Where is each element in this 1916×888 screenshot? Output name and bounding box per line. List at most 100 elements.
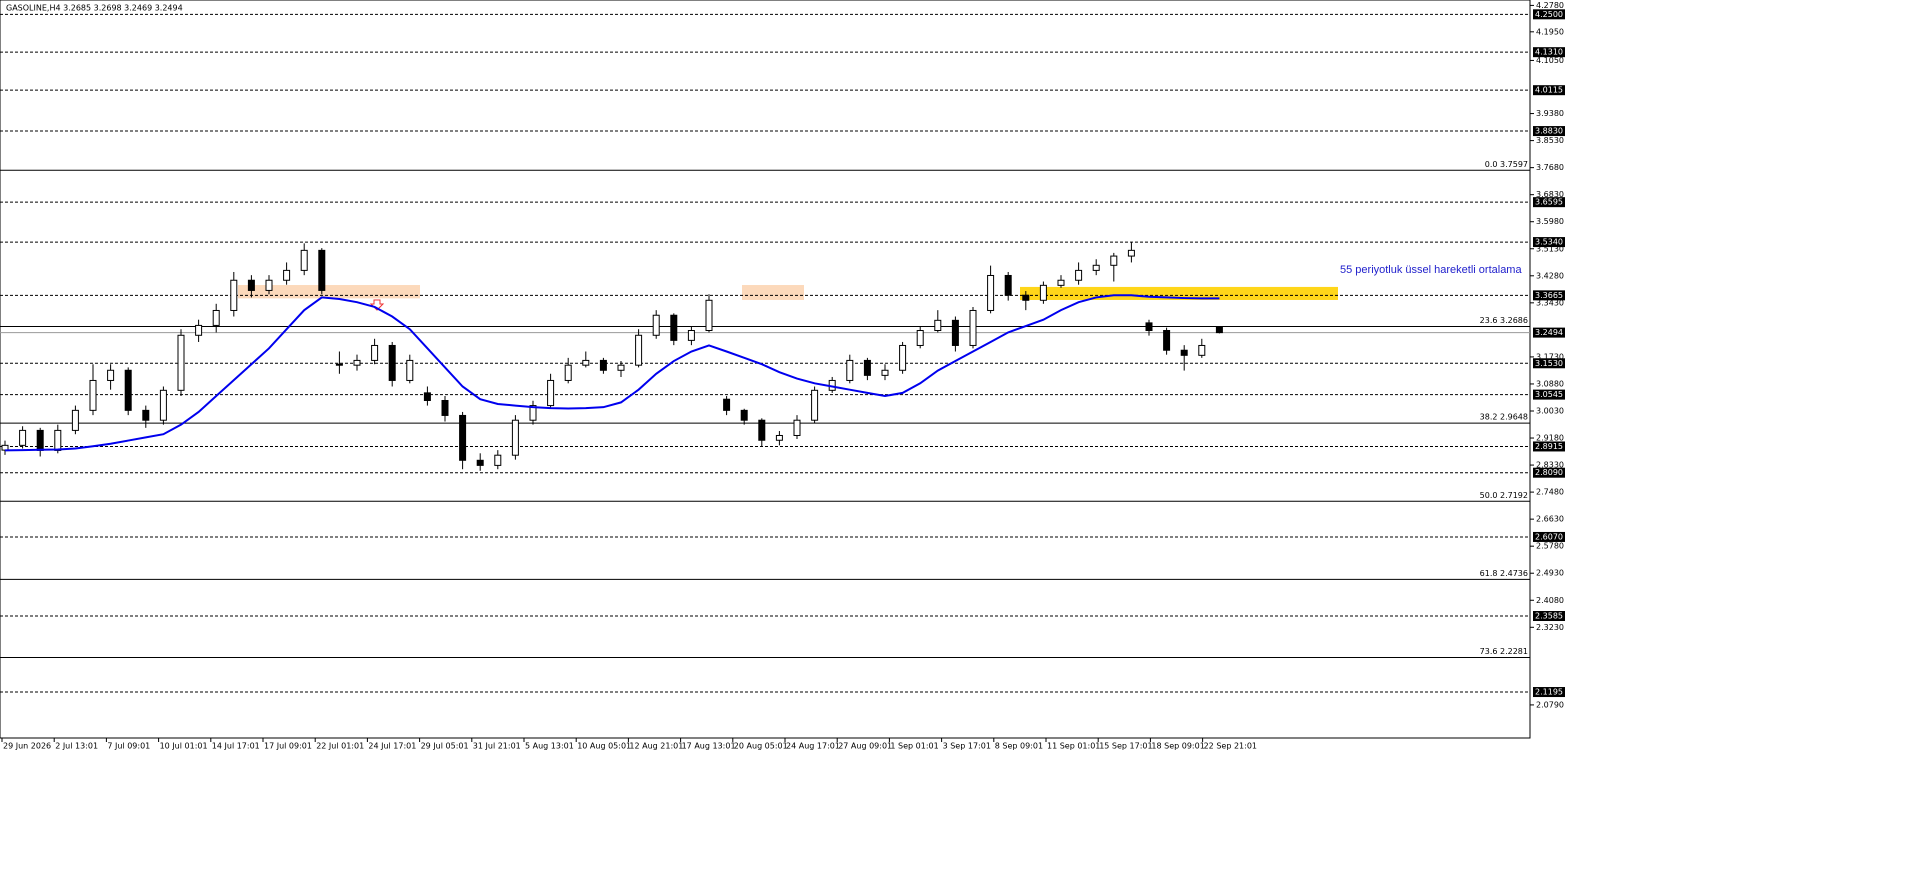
- candle-body: [230, 279, 238, 311]
- level-box: [1533, 9, 1565, 20]
- candle-body: [1039, 284, 1047, 301]
- y-tick-label: 3.4280: [1536, 271, 1564, 280]
- candle-body: [212, 309, 220, 326]
- x-tick-label: 3 Sep 17:01: [943, 742, 991, 751]
- ema-line: [4, 294, 1220, 452]
- x-tick-label: 8 Sep 09:01: [995, 742, 1043, 751]
- candle-body: [705, 299, 713, 332]
- x-tick-label: 7 Jul 09:01: [107, 742, 150, 751]
- level-box: [1533, 611, 1565, 622]
- candle-body: [476, 459, 484, 466]
- level-box: [1533, 85, 1565, 96]
- candle-body: [1127, 249, 1135, 257]
- x-tick-label: 12 Aug 21:01: [629, 742, 683, 751]
- level-box: [1533, 126, 1565, 137]
- candle-body: [406, 359, 414, 381]
- candle-body: [635, 334, 643, 366]
- candle-body: [723, 398, 731, 411]
- x-tick-label: 10 Aug 05:01: [577, 742, 631, 751]
- down-arrow: [369, 299, 385, 311]
- y-tick-label: 3.9380: [1536, 109, 1564, 118]
- y-tick-label: 4.1950: [1536, 27, 1564, 36]
- candle-body: [388, 344, 396, 381]
- candle-body: [951, 319, 959, 346]
- y-tick-label: 2.9180: [1536, 434, 1564, 443]
- candle-body: [863, 359, 871, 376]
- x-tick-label: 5 Aug 13:01: [525, 742, 574, 751]
- y-tick-label: 4.1050: [1536, 56, 1564, 65]
- candle-body: [265, 279, 273, 291]
- level-box: [1533, 290, 1565, 301]
- fib-label: 0.0 3.7597: [1485, 160, 1528, 169]
- zone: [238, 285, 420, 299]
- fib-label: 50.0 2.7192: [1480, 491, 1528, 500]
- level-label: 4.1310: [1535, 48, 1563, 57]
- candle-body: [318, 249, 326, 291]
- candle-body: [670, 314, 678, 341]
- y-tick-label: 2.5780: [1536, 542, 1564, 551]
- level-box: [1533, 389, 1565, 400]
- candle-body: [1215, 326, 1223, 334]
- x-tick-label: 27 Aug 09:01: [838, 742, 892, 751]
- level-box: [1533, 197, 1565, 208]
- candle-body: [423, 392, 431, 401]
- y-tick-label: 2.8330: [1536, 461, 1564, 470]
- candle-body: [934, 319, 942, 332]
- candle-body: [459, 414, 467, 461]
- fib-label: 38.2 2.9648: [1480, 413, 1528, 422]
- candle-body: [1004, 274, 1012, 296]
- candle-body: [1163, 330, 1171, 351]
- candle-body: [441, 399, 449, 416]
- candle-body: [335, 363, 343, 366]
- level-label: 3.3665: [1535, 291, 1563, 300]
- y-tick-label: 3.5980: [1536, 217, 1564, 226]
- level-box: [1533, 441, 1565, 452]
- candle-body: [793, 419, 801, 436]
- candle-body: [107, 369, 115, 381]
- y-tick-label: 2.6630: [1536, 515, 1564, 524]
- level-box: [1533, 531, 1565, 542]
- candle-body: [1022, 294, 1030, 301]
- candle-body: [599, 359, 607, 371]
- y-tick-label: 3.5130: [1536, 244, 1564, 253]
- candle-body: [881, 369, 889, 376]
- y-tick-label: 2.4080: [1536, 596, 1564, 605]
- candle-body: [740, 409, 748, 421]
- candle-body: [846, 359, 854, 381]
- y-tick-label: 3.3430: [1536, 298, 1564, 307]
- level-label: 2.6070: [1535, 532, 1563, 541]
- x-tick-label: 22 Jul 01:01: [316, 742, 364, 751]
- level-label: 3.8830: [1535, 127, 1563, 136]
- y-tick-label: 2.4930: [1536, 569, 1564, 578]
- candle-body: [159, 389, 167, 421]
- candle-body: [195, 324, 203, 336]
- candle-body: [652, 314, 660, 336]
- fib-label: 61.8 2.4736: [1480, 569, 1528, 578]
- y-tick-label: 3.7680: [1536, 163, 1564, 172]
- x-tick-label: 31 Jul 21:01: [473, 742, 521, 751]
- plot-frame: [0, 0, 1531, 739]
- candle-body: [247, 279, 255, 291]
- candle-body: [916, 330, 924, 346]
- chart-title: GASOLINE,H4 3.2685 3.2698 3.2469 3.2494: [6, 4, 183, 13]
- level-label: 3.0545: [1535, 390, 1563, 399]
- candle-body: [987, 274, 995, 311]
- fib-label: 23.6 3.2686: [1480, 316, 1528, 325]
- y-tick-label: 2.7480: [1536, 488, 1564, 497]
- x-tick-label: 24 Jul 17:01: [368, 742, 416, 751]
- x-tick-label: 20 Aug 05:01: [734, 742, 788, 751]
- level-box: [1533, 358, 1565, 369]
- candle-body: [142, 409, 150, 421]
- candle-body: [353, 359, 361, 366]
- fib-label: 73.6 2.2281: [1480, 647, 1528, 656]
- y-tick-label: 3.6830: [1536, 190, 1564, 199]
- level-label: 3.5340: [1535, 238, 1563, 247]
- candle-body: [564, 364, 572, 381]
- candle-body: [547, 379, 555, 407]
- candle-body: [1075, 269, 1083, 281]
- candle-body: [71, 409, 79, 431]
- candle-body: [89, 379, 97, 411]
- x-tick-label: 2 Jul 13:01: [55, 742, 98, 751]
- y-tick-label: 3.1730: [1536, 352, 1564, 361]
- level-label: 2.8090: [1535, 468, 1563, 477]
